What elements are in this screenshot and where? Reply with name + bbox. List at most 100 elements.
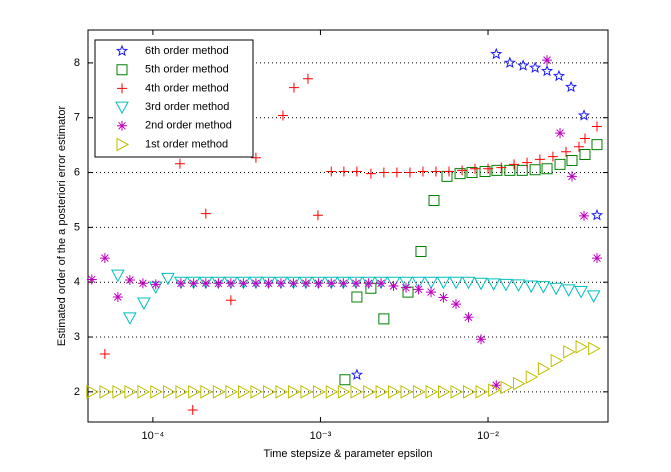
marker <box>224 276 238 290</box>
marker <box>512 376 526 391</box>
marker <box>554 158 566 170</box>
marker <box>517 59 530 71</box>
marker <box>413 385 426 399</box>
marker <box>288 278 299 289</box>
marker <box>300 278 311 289</box>
marker <box>350 385 364 399</box>
marker <box>376 278 387 289</box>
marker <box>499 278 513 292</box>
marker <box>378 313 390 325</box>
marker <box>463 385 476 399</box>
marker <box>591 121 602 132</box>
marker <box>302 73 313 84</box>
marker <box>336 276 351 290</box>
marker <box>579 133 590 144</box>
marker <box>163 385 176 399</box>
marker <box>413 284 424 295</box>
marker <box>463 312 474 323</box>
marker <box>200 208 211 219</box>
marker <box>250 385 263 399</box>
legend-label: 5th order method <box>145 64 229 76</box>
marker <box>238 278 249 289</box>
marker <box>417 166 428 177</box>
marker <box>374 276 388 290</box>
marker <box>549 282 563 296</box>
marker <box>577 109 591 121</box>
marker <box>378 167 389 178</box>
marker <box>174 276 188 290</box>
marker <box>491 164 503 176</box>
marker <box>349 276 363 290</box>
marker <box>337 385 351 399</box>
marker <box>175 385 188 399</box>
marker <box>363 385 376 399</box>
marker <box>503 56 516 69</box>
marker <box>112 291 123 302</box>
marker <box>566 154 578 166</box>
marker <box>529 61 542 73</box>
marker <box>212 385 226 399</box>
marker <box>401 282 412 293</box>
legend-marker <box>117 83 127 94</box>
marker <box>351 166 362 177</box>
marker <box>541 163 553 175</box>
marker <box>338 166 349 177</box>
marker <box>575 340 589 354</box>
marker <box>286 276 301 290</box>
marker <box>187 404 198 415</box>
marker <box>250 152 261 163</box>
marker <box>504 164 516 176</box>
marker <box>525 370 539 384</box>
marker <box>351 278 362 289</box>
marker <box>509 159 520 170</box>
legend-label: 2nd order method <box>145 120 232 132</box>
marker <box>450 299 461 310</box>
marker <box>363 278 374 289</box>
marker <box>300 385 313 399</box>
marker <box>534 154 545 165</box>
marker <box>391 167 402 178</box>
marker <box>351 291 363 303</box>
marker <box>586 290 601 303</box>
marker <box>491 380 502 391</box>
marker <box>486 278 501 291</box>
marker <box>388 281 399 292</box>
marker <box>324 276 339 290</box>
marker <box>365 168 376 179</box>
x-tick-label: 10⁻⁴ <box>141 430 164 442</box>
marker <box>402 286 414 298</box>
marker <box>111 269 125 283</box>
marker <box>404 167 415 178</box>
marker <box>150 279 161 290</box>
marker <box>475 334 486 345</box>
marker <box>591 253 602 264</box>
marker <box>516 164 528 176</box>
marker <box>579 210 590 221</box>
marker <box>277 110 288 121</box>
marker <box>449 276 463 290</box>
marker <box>261 276 276 290</box>
marker <box>274 276 288 290</box>
marker <box>361 276 376 290</box>
marker <box>566 171 577 182</box>
marker <box>275 278 286 289</box>
marker <box>99 385 112 399</box>
marker <box>522 157 533 168</box>
marker <box>312 385 326 399</box>
marker <box>524 280 539 294</box>
marker <box>137 278 148 289</box>
marker <box>225 295 236 306</box>
marker <box>186 276 201 290</box>
marker <box>479 165 491 177</box>
marker <box>500 380 514 395</box>
marker <box>174 158 185 169</box>
marker <box>198 276 213 290</box>
marker <box>200 385 213 399</box>
marker <box>288 82 299 93</box>
legend-marker <box>116 137 130 152</box>
marker <box>86 274 97 285</box>
legend-label: 3rd order method <box>145 101 229 113</box>
marker <box>529 164 541 176</box>
legend-marker <box>116 64 128 76</box>
marker <box>573 141 584 152</box>
